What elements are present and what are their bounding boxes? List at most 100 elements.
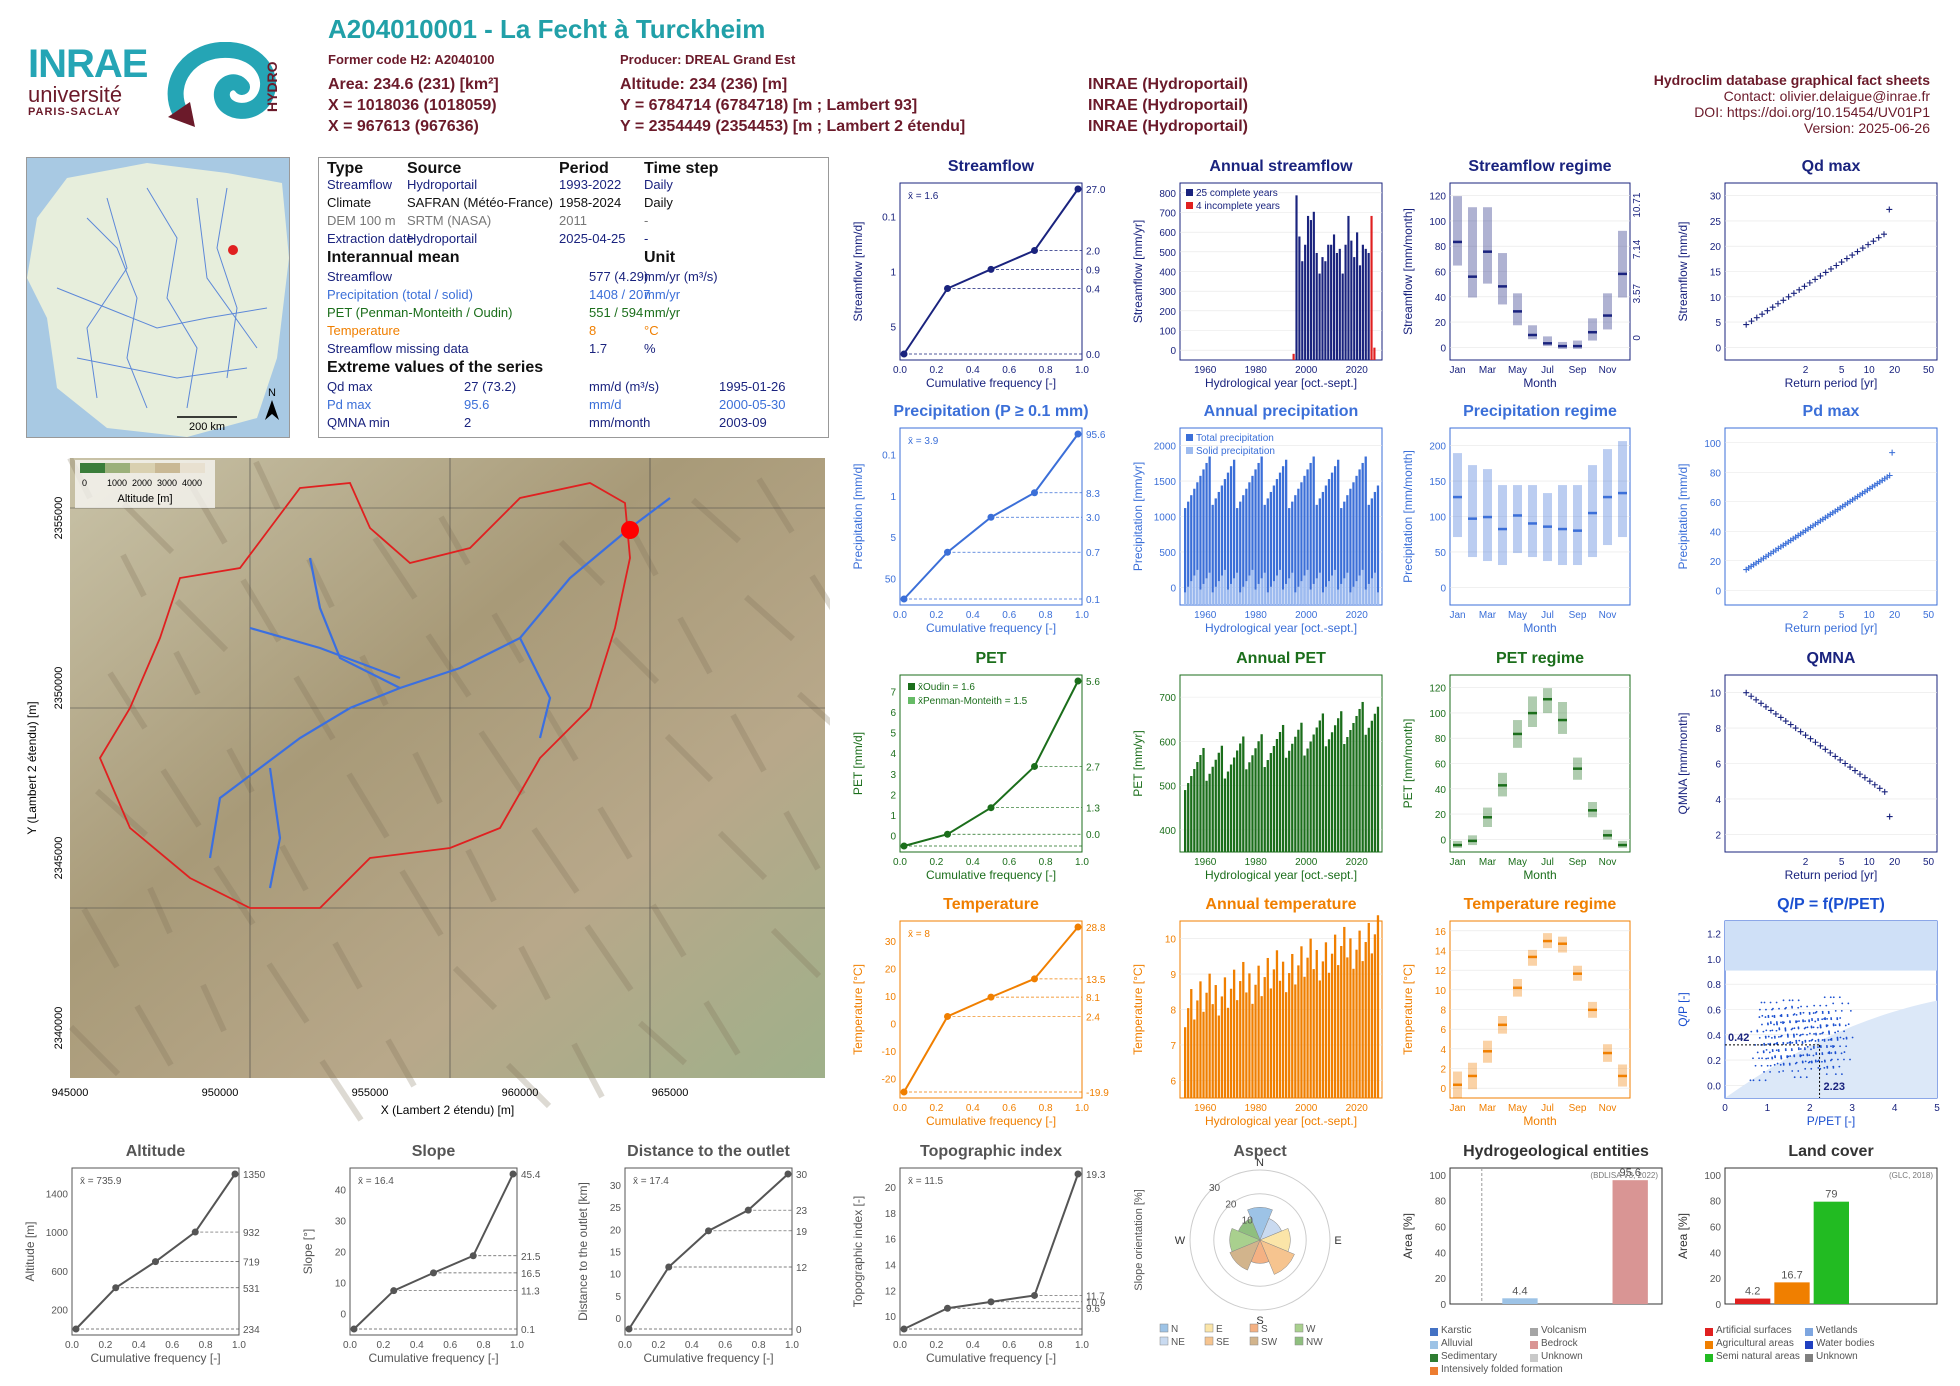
right-tick: 23 <box>796 1206 808 1217</box>
rivers-network <box>56 187 268 409</box>
x-tick: 50 <box>1923 365 1935 376</box>
solid-precip-bar <box>1260 578 1263 605</box>
month-tick: May <box>1508 610 1527 621</box>
hillshade-ridge <box>425 633 472 698</box>
legend-label: NE <box>1171 1337 1185 1348</box>
hillshade-ridge <box>412 751 443 805</box>
hillshade-ridge <box>226 747 255 794</box>
chart-ylabel: QMNA [mm/month] <box>1676 712 1690 814</box>
qp-point <box>1765 1057 1768 1060</box>
hillshade-ridge <box>399 869 444 937</box>
qp-point <box>1764 1036 1767 1039</box>
x-tick: 0.8 <box>199 1340 213 1351</box>
y-tick: 120 <box>1429 192 1446 203</box>
x-tick: 0.0 <box>343 1340 357 1351</box>
chart-ylabel: Streamflow [mm/d] <box>851 221 865 321</box>
qp-point <box>1849 1058 1851 1061</box>
chart-ylabel: Streamflow [mm/month] <box>1401 208 1415 335</box>
qp-point <box>1836 1018 1839 1021</box>
legend-swatch <box>1159 1336 1169 1346</box>
info-period: 2025-04-25 <box>559 231 626 246</box>
solid-precip-bar <box>1184 592 1187 605</box>
x-tick: 0.6 <box>443 1340 457 1351</box>
station-marker <box>228 245 238 255</box>
chart-xlabel: Cumulative frequency [-] <box>926 1114 1056 1128</box>
qp-point <box>1810 1048 1812 1051</box>
aspect-sector <box>1247 1207 1273 1241</box>
y-tick: 2 <box>1715 830 1721 841</box>
month-tick: Nov <box>1599 857 1617 868</box>
quantile-point <box>987 513 995 521</box>
year-bar <box>1294 495 1297 605</box>
y-tick: 1.2 <box>1707 930 1721 941</box>
qp-point <box>1839 1017 1842 1019</box>
y-tick: 100 <box>1429 513 1446 524</box>
legend-label: Wetlands <box>1816 1325 1858 1336</box>
qp-point <box>1793 1055 1796 1058</box>
x-tick: 0.4 <box>132 1340 146 1351</box>
year-bar <box>1263 767 1266 852</box>
data-source: (BDLISA V3, 2022) <box>1590 1171 1658 1180</box>
year-bar <box>1196 482 1199 605</box>
year-bar <box>1300 722 1303 852</box>
year-bar <box>1196 762 1199 852</box>
year-bar <box>1373 347 1376 360</box>
pet_cdf-svg: PET Cumulative frequency [-] PET [mm/d] 0.0… <box>851 650 1100 882</box>
hillshade-ridge <box>200 983 227 1033</box>
legend-swatch <box>1705 1328 1713 1336</box>
qp-point <box>1815 1033 1817 1036</box>
solid-precip-bar <box>1306 569 1309 605</box>
doi: DOI: https://doi.org/10.15454/UV01P1 <box>1694 104 1930 120</box>
info-unit-header: Unit <box>644 249 676 266</box>
solid-precip-bar <box>1232 578 1236 605</box>
quantile-point <box>944 1012 951 1020</box>
right-tick: 3.57 <box>1632 283 1643 303</box>
temp_cdf-panel: Temperature Cumulative frequency [-] Tempe… <box>850 893 1120 1128</box>
qp-point <box>1787 1036 1789 1038</box>
y-tick: 6 <box>1715 760 1721 771</box>
x-tick: 0.8 <box>1039 610 1053 621</box>
year-bar <box>1199 981 1202 1098</box>
qp-point <box>1756 1051 1759 1054</box>
return-period-point <box>1748 318 1755 325</box>
qp-point <box>1811 1019 1814 1022</box>
legend-label: SW <box>1261 1337 1278 1348</box>
mean-unit: °C <box>644 323 659 338</box>
precip_cdf-svg: Precipitation (P ≥ 0.1 mm) Cumulative fre… <box>851 403 1106 635</box>
y-tick: 1000 <box>1154 513 1177 524</box>
qp-point <box>1798 1039 1801 1042</box>
legend-label: Karstic <box>1441 1325 1472 1336</box>
y-tick: 0 <box>1170 346 1176 357</box>
year-bar <box>1349 730 1352 852</box>
quantile-point <box>900 1325 908 1333</box>
qp-point <box>1813 1004 1816 1007</box>
right-tick: 11.7 <box>1086 1291 1105 1302</box>
qp-point <box>1806 1054 1809 1057</box>
qp-point <box>1821 1053 1824 1056</box>
map-ylabel: Y (Lambert 2 étendu) [m] <box>25 701 39 834</box>
year-bar <box>1303 976 1306 1098</box>
year-bar <box>1266 957 1269 1098</box>
month-tick: Sep <box>1569 1103 1587 1114</box>
year-bar <box>1229 764 1233 852</box>
solid-precip-bar <box>1315 578 1318 605</box>
qp-point <box>1834 1052 1837 1055</box>
impossible-zone <box>1725 921 1937 971</box>
right-tick: -19.9 <box>1086 1088 1109 1099</box>
chart-title: Aspect <box>1233 1143 1287 1160</box>
year-bar <box>1324 942 1328 1098</box>
chart-ylabel: Altitude [m] <box>23 1221 37 1281</box>
qp-point <box>1841 1002 1844 1005</box>
qp-point <box>1838 1024 1841 1027</box>
hillshade-ridge <box>783 810 821 871</box>
return-period-point <box>1743 321 1750 328</box>
mean-value: 1408 / 207 <box>589 287 651 302</box>
legend-swatch <box>1186 447 1193 454</box>
return-period-point <box>1785 293 1792 300</box>
distance_cdf-svg: Distance to the outlet Cumulative frequen… <box>576 1143 808 1365</box>
chart-title: Altitude <box>126 1143 186 1160</box>
qp-point <box>1817 1067 1820 1069</box>
year-bar <box>1232 757 1236 852</box>
year-bar <box>1257 462 1260 605</box>
y-tick: 2000 <box>1154 442 1177 453</box>
